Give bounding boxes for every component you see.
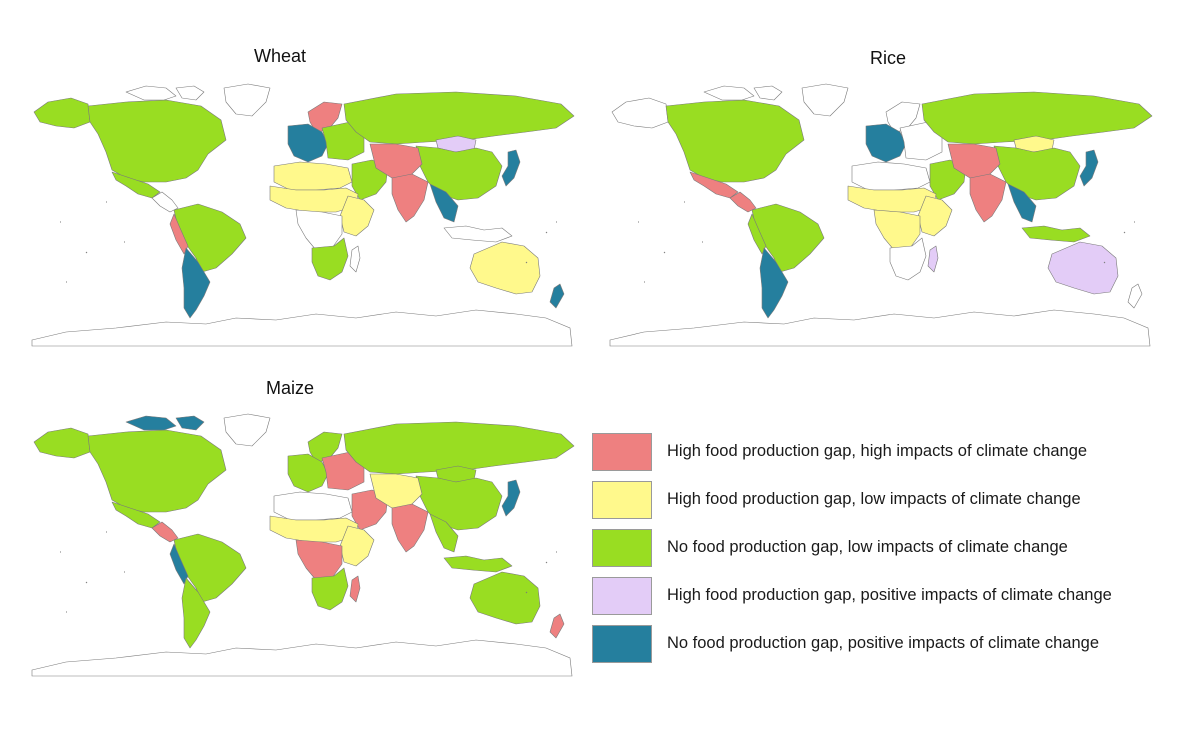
region-iran-central-asia bbox=[369, 143, 423, 179]
legend-item-high-gap-positive-impact: High food production gap, positive impac… bbox=[592, 577, 1197, 615]
region-japan bbox=[501, 479, 521, 517]
region-southeast-asia bbox=[1007, 183, 1037, 223]
region-japan bbox=[501, 149, 521, 187]
region-peru bbox=[169, 543, 189, 585]
region-greenland bbox=[223, 413, 271, 447]
map-panel-rice bbox=[604, 82, 1154, 354]
region-madagascar bbox=[349, 245, 361, 273]
region-australia bbox=[1047, 241, 1119, 295]
legend-label: High food production gap, high impacts o… bbox=[667, 442, 1088, 460]
region-greenland bbox=[223, 83, 271, 117]
region-antarctica bbox=[31, 639, 573, 677]
region-north-america bbox=[665, 99, 805, 183]
region-canada-north bbox=[703, 85, 783, 101]
region-central-america bbox=[151, 191, 179, 213]
region-alaska bbox=[33, 427, 91, 459]
world-map-rice bbox=[609, 83, 1153, 347]
region-antarctica bbox=[609, 309, 1151, 347]
region-indonesia bbox=[443, 225, 513, 243]
map-title-rice: Rice bbox=[869, 48, 906, 68]
map-title-maize: Maize bbox=[265, 378, 314, 398]
legend-item-no-gap-positive-impact: No food production gap, positive impacts… bbox=[592, 625, 1197, 663]
region-central-africa bbox=[295, 209, 343, 251]
legend-swatch bbox=[592, 529, 652, 567]
region-australia bbox=[469, 571, 541, 625]
legend-label: High food production gap, positive impac… bbox=[667, 586, 1112, 604]
legend-label: High food production gap, low impacts of… bbox=[667, 490, 1081, 508]
region-southern-africa bbox=[311, 567, 349, 611]
region-indonesia bbox=[443, 555, 513, 573]
region-southern-africa bbox=[889, 237, 927, 281]
legend-swatch bbox=[592, 433, 652, 471]
legend-swatch bbox=[592, 481, 652, 519]
region-peru bbox=[747, 213, 767, 255]
small-islands bbox=[638, 201, 1135, 283]
region-antarctica bbox=[31, 309, 573, 347]
region-alaska bbox=[33, 97, 91, 129]
region-southern-cone bbox=[181, 577, 211, 649]
region-southeast-asia bbox=[429, 183, 459, 223]
region-southern-cone bbox=[759, 247, 789, 319]
region-canada-north bbox=[125, 85, 205, 101]
region-china bbox=[415, 145, 503, 201]
region-india bbox=[391, 503, 429, 553]
world-map-wheat bbox=[31, 83, 575, 347]
region-new-zealand bbox=[549, 613, 565, 639]
legend-item-no-gap-low-impact: No food production gap, low impacts of c… bbox=[592, 529, 1197, 567]
region-madagascar bbox=[927, 245, 939, 273]
small-islands bbox=[60, 531, 557, 613]
region-north-africa bbox=[273, 491, 353, 521]
region-scandinavia bbox=[307, 101, 343, 133]
region-southern-cone bbox=[181, 247, 211, 319]
region-iran-central-asia bbox=[369, 473, 423, 509]
legend-item-high-gap-low-impact: High food production gap, low impacts of… bbox=[592, 481, 1197, 519]
region-madagascar bbox=[349, 575, 361, 603]
region-north-africa bbox=[273, 161, 353, 191]
region-iran-central-asia bbox=[947, 143, 1001, 179]
legend-label: No food production gap, low impacts of c… bbox=[667, 538, 1068, 556]
region-new-zealand bbox=[1127, 283, 1143, 309]
region-india bbox=[391, 173, 429, 223]
region-japan bbox=[1079, 149, 1099, 187]
region-china bbox=[415, 475, 503, 531]
small-islands bbox=[60, 201, 557, 283]
region-western-europe bbox=[287, 453, 329, 493]
region-north-africa bbox=[851, 161, 931, 191]
map-panel-wheat bbox=[26, 82, 576, 354]
region-russia bbox=[921, 91, 1153, 145]
legend-swatch bbox=[592, 577, 652, 615]
region-central-america bbox=[151, 521, 179, 543]
region-new-zealand bbox=[549, 283, 565, 309]
region-central-america bbox=[729, 191, 757, 213]
legend-item-high-gap-high-impact: High food production gap, high impacts o… bbox=[592, 433, 1197, 471]
region-australia bbox=[469, 241, 541, 295]
region-peru bbox=[169, 213, 189, 255]
region-north-america bbox=[87, 429, 227, 513]
region-russia bbox=[343, 91, 575, 145]
region-western-europe bbox=[865, 123, 907, 163]
region-central-africa bbox=[873, 209, 921, 251]
region-india bbox=[969, 173, 1007, 223]
region-scandinavia bbox=[307, 431, 343, 463]
region-russia bbox=[343, 421, 575, 475]
map-title-wheat: Wheat bbox=[253, 46, 307, 66]
region-western-europe bbox=[287, 123, 329, 163]
region-china bbox=[993, 145, 1081, 201]
region-central-africa bbox=[295, 539, 343, 581]
region-scandinavia bbox=[885, 101, 921, 133]
world-map-maize bbox=[31, 413, 575, 677]
region-north-america bbox=[87, 99, 227, 183]
region-canada-north bbox=[125, 415, 205, 431]
region-indonesia bbox=[1021, 225, 1091, 243]
region-southeast-asia bbox=[429, 513, 459, 553]
legend-swatch bbox=[592, 625, 652, 663]
legend-label: No food production gap, positive impacts… bbox=[667, 634, 1099, 652]
region-alaska bbox=[611, 97, 669, 129]
map-panel-maize bbox=[26, 412, 576, 684]
region-southern-africa bbox=[311, 237, 349, 281]
region-greenland bbox=[801, 83, 849, 117]
